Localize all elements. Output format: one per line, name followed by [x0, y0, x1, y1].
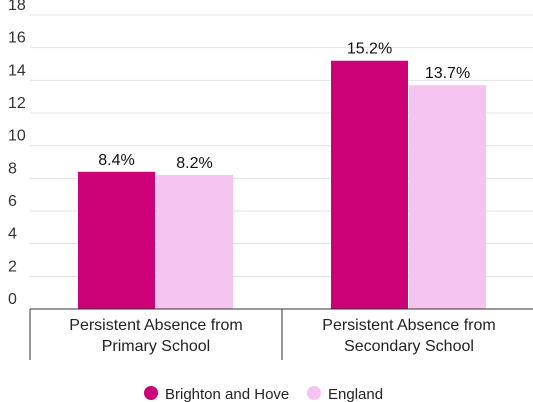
y-tick-label: 18	[8, 0, 26, 14]
data-label: 8.2%	[176, 155, 212, 172]
y-tick-label: 6	[8, 193, 17, 210]
x-category-label: Primary School	[102, 338, 210, 355]
legend-label: Brighton and Hove	[165, 386, 289, 402]
y-axis: 0 2 4 6 8 10 12 14 16 18	[8, 0, 26, 308]
y-tick-label: 16	[8, 30, 26, 47]
bar	[331, 60, 408, 309]
y-tick-label: 0	[8, 291, 17, 308]
y-tick-label: 4	[8, 226, 17, 243]
x-category-label: Persistent Absence from	[69, 317, 242, 334]
y-tick-label: 12	[8, 95, 26, 112]
legend: Brighton and Hove England	[144, 386, 383, 402]
data-label: 8.4%	[98, 152, 134, 169]
legend-swatch	[307, 386, 321, 400]
legend-swatch	[144, 386, 158, 400]
data-label: 13.7%	[425, 65, 470, 82]
bars: 8.4% 15.2% 8.2% 13.7%	[78, 41, 486, 309]
x-category-label: Secondary School	[344, 338, 474, 355]
bar	[409, 85, 486, 309]
y-tick-label: 2	[8, 258, 17, 275]
legend-label: England	[328, 386, 383, 402]
bar	[156, 175, 233, 309]
bar	[78, 171, 155, 309]
y-tick-label: 8	[8, 160, 17, 177]
x-axis: Persistent Absence from Primary School Per…	[29, 308, 533, 360]
y-tick-label: 10	[8, 128, 26, 145]
x-category-label: Persistent Absence from	[322, 317, 495, 334]
y-tick-label: 14	[8, 62, 26, 79]
data-label: 15.2%	[347, 41, 392, 58]
